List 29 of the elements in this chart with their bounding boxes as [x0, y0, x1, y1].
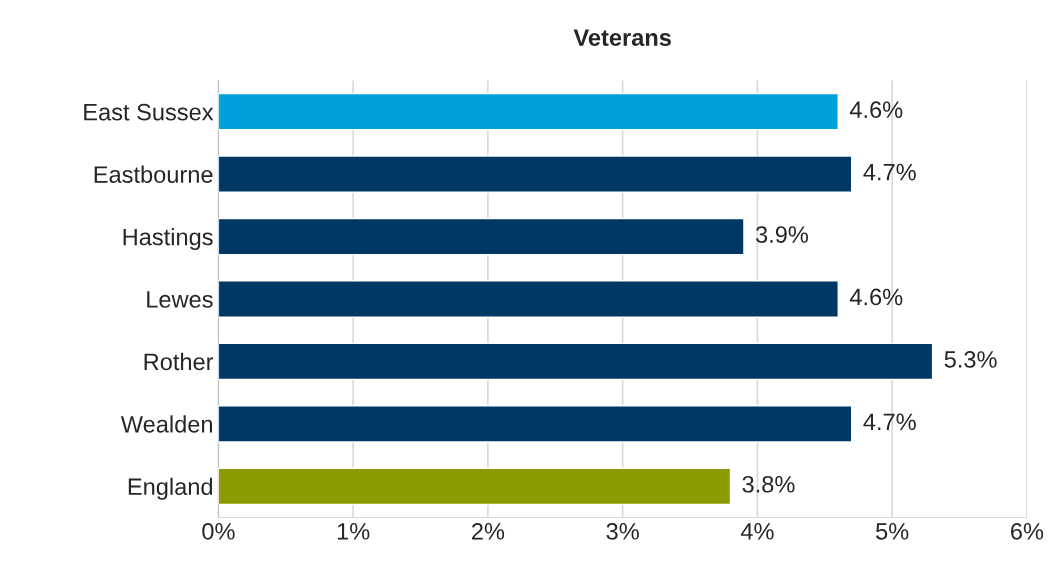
bar [218, 405, 853, 443]
x-tick-label: 2% [472, 522, 505, 540]
x-tick-label: 1% [337, 523, 370, 540]
x-tick-label: 4% [740, 523, 774, 540]
chart-title: Veterans [573, 29, 671, 47]
bar [218, 217, 745, 256]
data-label: 4.7% [863, 163, 916, 181]
y-tick-label: East Sussex [84, 103, 214, 121]
bar [218, 155, 853, 193]
data-label: 3.8% [742, 475, 795, 493]
data-label: 4.7% [863, 413, 916, 431]
y-tick-label: England [128, 477, 213, 500]
data-label: 3.9% [755, 226, 809, 243]
x-tick-label: 3% [606, 522, 639, 540]
bar [218, 280, 839, 318]
data-label: 5.3% [944, 351, 997, 368]
bar [218, 467, 732, 506]
y-tick-label: Lewes [147, 291, 213, 308]
y-tick-label: Hastings [123, 228, 213, 251]
x-tick-label: 5% [876, 523, 909, 540]
y-tick-label: Rother [144, 352, 214, 371]
y-tick-label: Wealden [120, 415, 213, 433]
y-tick-label: Eastbourne [94, 165, 213, 183]
bar [218, 92, 839, 131]
x-tick-label: 0% [202, 522, 235, 540]
x-tick-label: 6% [1011, 522, 1044, 540]
data-label: 4.6% [849, 101, 903, 119]
data-label: 4.6% [849, 288, 903, 306]
bar [218, 342, 934, 381]
